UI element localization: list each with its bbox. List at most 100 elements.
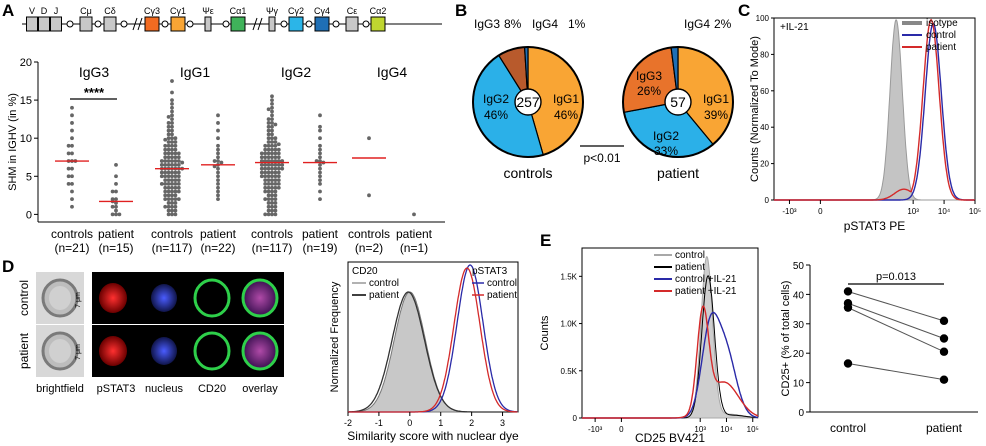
data-point: [216, 143, 220, 148]
data-point: [259, 151, 264, 156]
locus-segment-13: [370, 16, 386, 32]
x-tick-label: 10⁵: [969, 207, 981, 216]
data-point: [173, 178, 178, 182]
y-tick-label: 1.5K: [561, 272, 578, 281]
data-point: [173, 162, 178, 167]
histogram-line: [582, 311, 759, 419]
histogram-line: [582, 305, 759, 419]
data-point: [110, 204, 115, 209]
data-point: [273, 185, 278, 190]
data-point: [280, 166, 285, 171]
data-point: [170, 124, 174, 129]
data-point: [266, 185, 271, 190]
data-point: [170, 79, 174, 83]
slice-label: IgG2: [653, 129, 679, 143]
y-tick-label: 100: [756, 14, 770, 23]
data-point: [70, 136, 74, 141]
data-point: [276, 182, 281, 186]
data-point: [270, 204, 274, 209]
data-point: [263, 189, 268, 194]
data-point: [270, 162, 274, 167]
data-point: [259, 170, 264, 175]
x-tick-label: 10⁴: [938, 207, 951, 216]
switch-region-mark: [305, 20, 313, 28]
data-point: [270, 208, 274, 213]
data-point: [216, 197, 220, 202]
data-point: [266, 170, 271, 175]
data-point: [263, 197, 268, 202]
data-point: [159, 162, 164, 167]
data-point: [216, 189, 220, 194]
y-tick-label: 50: [793, 261, 805, 272]
data-point: [270, 189, 274, 194]
data-point: [273, 174, 278, 179]
histogram-line: [582, 275, 758, 419]
data-point: [70, 113, 74, 118]
x-tick-label: -10³: [588, 425, 603, 434]
legend-label: patient: [369, 290, 399, 301]
data-point: [166, 155, 171, 160]
data-point: [273, 193, 278, 198]
locus-segment-label: V: [29, 6, 35, 16]
y-axis-label: Counts (Normalized To Mode): [749, 36, 761, 182]
locus-segment-5: [144, 16, 160, 32]
locus-segment-label: Cε: [347, 6, 358, 16]
data-point: [163, 151, 168, 156]
pie-outline: [622, 46, 734, 158]
locus-segment-1: [38, 16, 50, 32]
data-point: [266, 162, 271, 167]
data-point: [170, 174, 174, 179]
data-point: [66, 182, 71, 186]
data-point: [216, 121, 220, 125]
data-point: [170, 140, 174, 144]
histogram-line: [348, 291, 518, 413]
slice-label: IgG4: [532, 17, 558, 31]
data-point: [173, 136, 178, 141]
y-tick-label: 40: [760, 123, 769, 132]
data-point: [70, 182, 74, 186]
data-point: [170, 90, 174, 95]
image-column-label: overlay: [242, 383, 278, 395]
histogram-line: [348, 291, 518, 413]
data-point: [170, 128, 174, 133]
data-point: [266, 147, 271, 152]
x-axis-label: CD25 BV421: [635, 431, 705, 445]
data-point: [176, 162, 181, 167]
pvalue-text: p<0.01: [583, 151, 620, 165]
panel-label-d: D: [2, 257, 14, 276]
data-point: [270, 140, 274, 144]
data-point: [166, 185, 171, 190]
slice-label: IgG1: [703, 92, 729, 106]
slice-label: IgG3: [474, 17, 500, 31]
data-point: [166, 159, 171, 163]
data-point: [173, 151, 178, 156]
data-point: [273, 197, 278, 202]
y-axis-label: CD25+ (% of total cells): [780, 281, 792, 397]
data-point: [166, 204, 171, 209]
data-point: [70, 143, 74, 148]
data-point: [318, 113, 322, 118]
legend-label: patient: [675, 262, 705, 273]
image-column-label: CD20: [198, 383, 226, 395]
slice-value: 39%: [704, 108, 728, 122]
pie-center: [664, 88, 692, 116]
data-point: [170, 113, 174, 118]
legend-label: control: [675, 250, 705, 261]
locus-segment-8: [230, 16, 246, 32]
data-point: [173, 147, 178, 152]
y-tick-label: 20: [20, 57, 32, 69]
data-point: [276, 174, 281, 179]
data-point: [273, 170, 278, 175]
data-point: [276, 170, 281, 175]
pstat3-stain: [99, 283, 127, 313]
y-tick-label: 0: [798, 408, 804, 419]
data-point: [219, 160, 224, 165]
data-point: [173, 155, 178, 160]
data-point: [173, 208, 178, 213]
data-point: [270, 113, 274, 118]
x-group-n: (n=2): [355, 241, 383, 255]
data-point: [166, 143, 171, 148]
data-point: [216, 166, 220, 171]
slice-value: 26%: [637, 84, 661, 98]
locus-segment-label: J: [54, 6, 59, 16]
